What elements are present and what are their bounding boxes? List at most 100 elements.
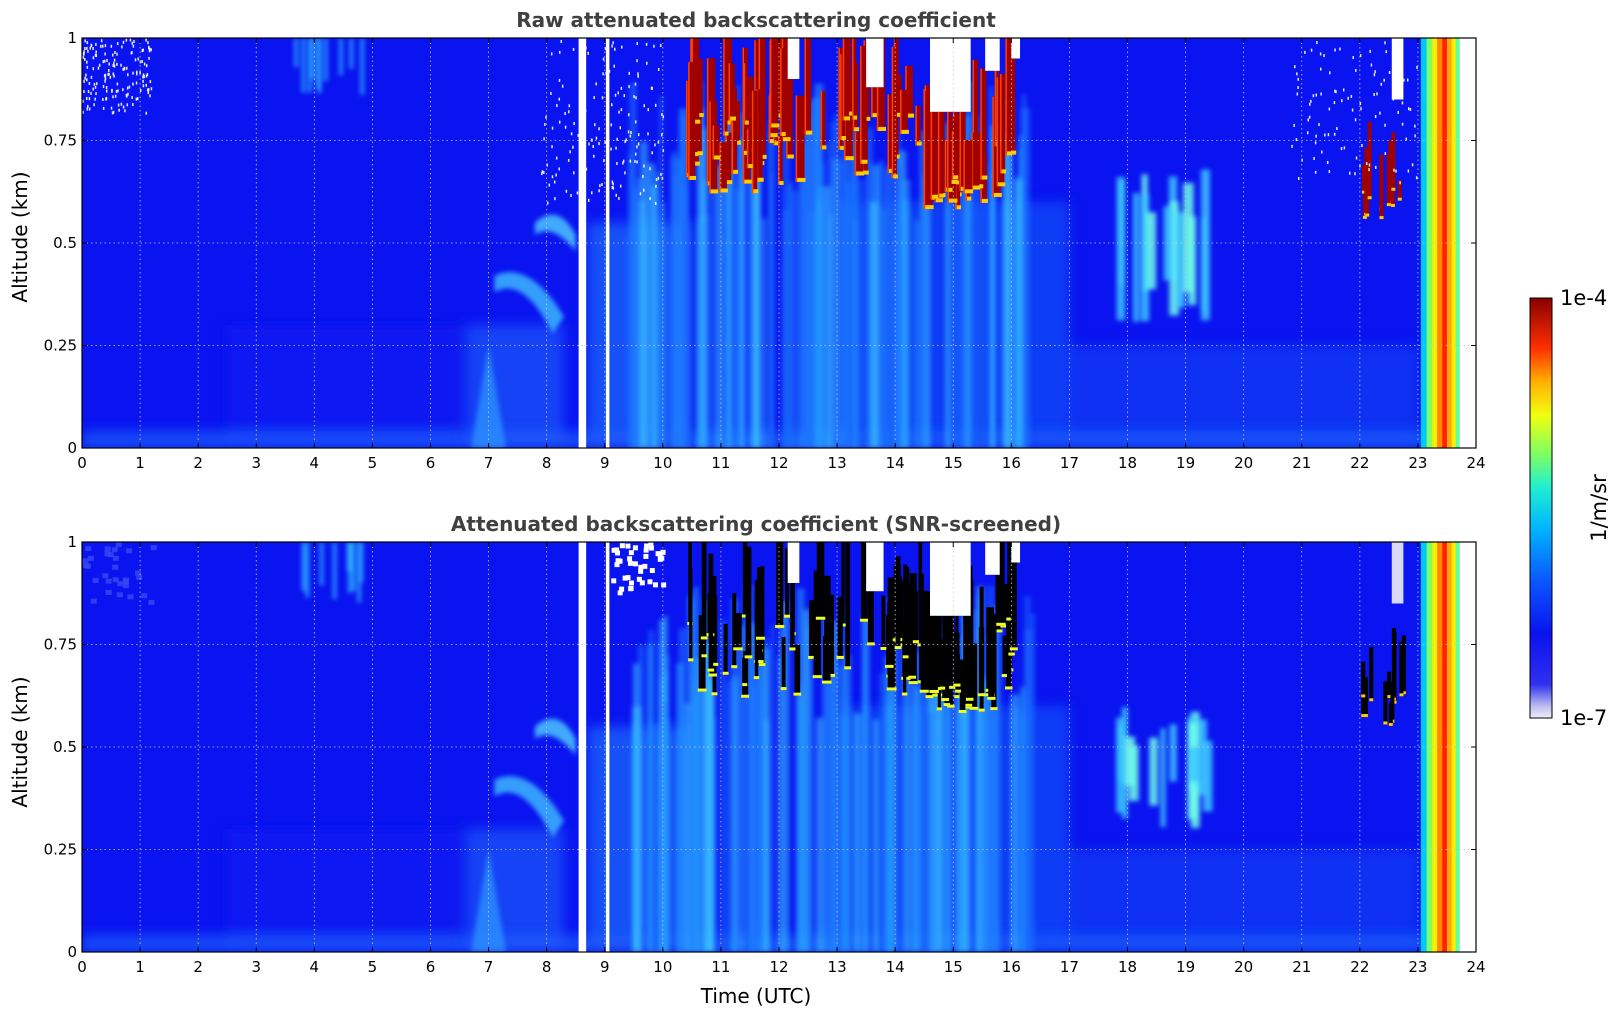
cloud-base-edge (741, 694, 750, 698)
cloud-base-edge (719, 188, 728, 193)
cloud-base-edge (1387, 695, 1392, 699)
cloud-base-edge (755, 177, 764, 182)
masked-cell (826, 594, 835, 677)
speckle (95, 50, 97, 54)
speckle (1407, 169, 1410, 173)
cloud-base-edge (1365, 213, 1370, 217)
x-tick-label: 3 (251, 454, 261, 472)
speckle (598, 189, 600, 193)
speckle (142, 75, 144, 79)
plume-streak (919, 130, 925, 448)
speckle (121, 45, 123, 49)
speckle (120, 102, 123, 106)
cloud-edge (959, 56, 961, 191)
speckle (545, 115, 547, 119)
colorbar: 1e-4 1e-7 1/m/sr (1529, 286, 1611, 730)
speckle (147, 88, 149, 92)
speckle (615, 146, 617, 150)
speckle (611, 180, 614, 184)
speckle (1352, 56, 1354, 60)
plume-streak (780, 601, 790, 952)
screened-patch (638, 564, 644, 570)
precip-band (1426, 38, 1433, 448)
cloud-edge (1005, 38, 1007, 156)
speckle (95, 42, 97, 46)
cloud-base-edge (887, 168, 894, 173)
masked-cell (743, 651, 747, 687)
plume-streak (661, 201, 666, 448)
x-tick-label: 18 (1118, 958, 1137, 976)
plume-streak (651, 725, 661, 952)
cloud-edge (719, 142, 721, 193)
speckle (565, 189, 568, 193)
speckle (122, 40, 125, 44)
cloud-edge (980, 68, 982, 180)
cloud-cell (692, 38, 700, 124)
cloud-base-edge (694, 113, 704, 118)
speckle (1343, 146, 1346, 150)
speckle (142, 84, 145, 88)
cloud-cell (775, 38, 784, 118)
speckle (616, 161, 618, 165)
speckle (1310, 48, 1313, 52)
cloud-edge (915, 105, 917, 146)
cloud-base-edge (894, 112, 903, 117)
upper-streak (305, 542, 310, 598)
masked-cell (754, 603, 759, 680)
masked-cell (1007, 542, 1014, 621)
cloud-cell (756, 89, 763, 182)
cloud-base-edge (880, 647, 887, 651)
cloud-base-edge (885, 664, 894, 668)
speckle (143, 75, 146, 79)
cloud-base-edge (815, 616, 826, 620)
screened-patch (82, 558, 89, 564)
speckle (551, 126, 554, 130)
speckle (558, 120, 561, 124)
cloud-cell (892, 46, 897, 179)
chart-title: Attenuated backscattering coefficient (S… (451, 512, 1061, 536)
speckle (553, 180, 556, 184)
speckle (1384, 123, 1386, 127)
cloud-base-edge (780, 132, 786, 137)
screened-patch (643, 553, 649, 559)
speckle (123, 66, 126, 70)
cloud-edge (854, 132, 857, 176)
masked-cell (785, 548, 790, 618)
cloud-base-edge (1361, 694, 1366, 698)
cloud-base-edge (943, 703, 951, 707)
cloud-cell (1001, 73, 1006, 174)
upper-streak (301, 38, 306, 93)
plume-streak (720, 141, 728, 448)
cloud-base-edge (688, 175, 697, 180)
speckle (628, 85, 630, 89)
precip-band (1437, 38, 1443, 448)
cloud-base-edge (693, 161, 700, 166)
speckle (112, 72, 115, 76)
cloud-base-edge (963, 189, 974, 194)
plume-streak (713, 716, 718, 952)
y-tick-label: 0 (67, 943, 77, 961)
speckle (1392, 82, 1395, 86)
speckle (636, 42, 638, 46)
cloud-base-edge (860, 618, 869, 622)
speckle (546, 163, 548, 167)
speckle (662, 115, 665, 119)
x-tick-label: 9 (600, 454, 610, 472)
cloud-region (686, 38, 1404, 220)
speckle (1384, 152, 1387, 156)
speckle (1307, 118, 1309, 122)
speckle (617, 91, 620, 95)
cloud-edge (891, 46, 894, 179)
speckle (647, 132, 649, 136)
screened-patch (647, 579, 653, 585)
speckle (105, 96, 108, 100)
cloud-base-edge (969, 706, 979, 710)
layer-streak (1169, 201, 1180, 316)
speckle (126, 66, 128, 70)
speckle (108, 62, 110, 66)
speckle (1359, 54, 1362, 58)
screened-patch (90, 598, 97, 604)
x-tick-label: 7 (484, 454, 494, 472)
x-tick-label: 19 (1176, 958, 1195, 976)
